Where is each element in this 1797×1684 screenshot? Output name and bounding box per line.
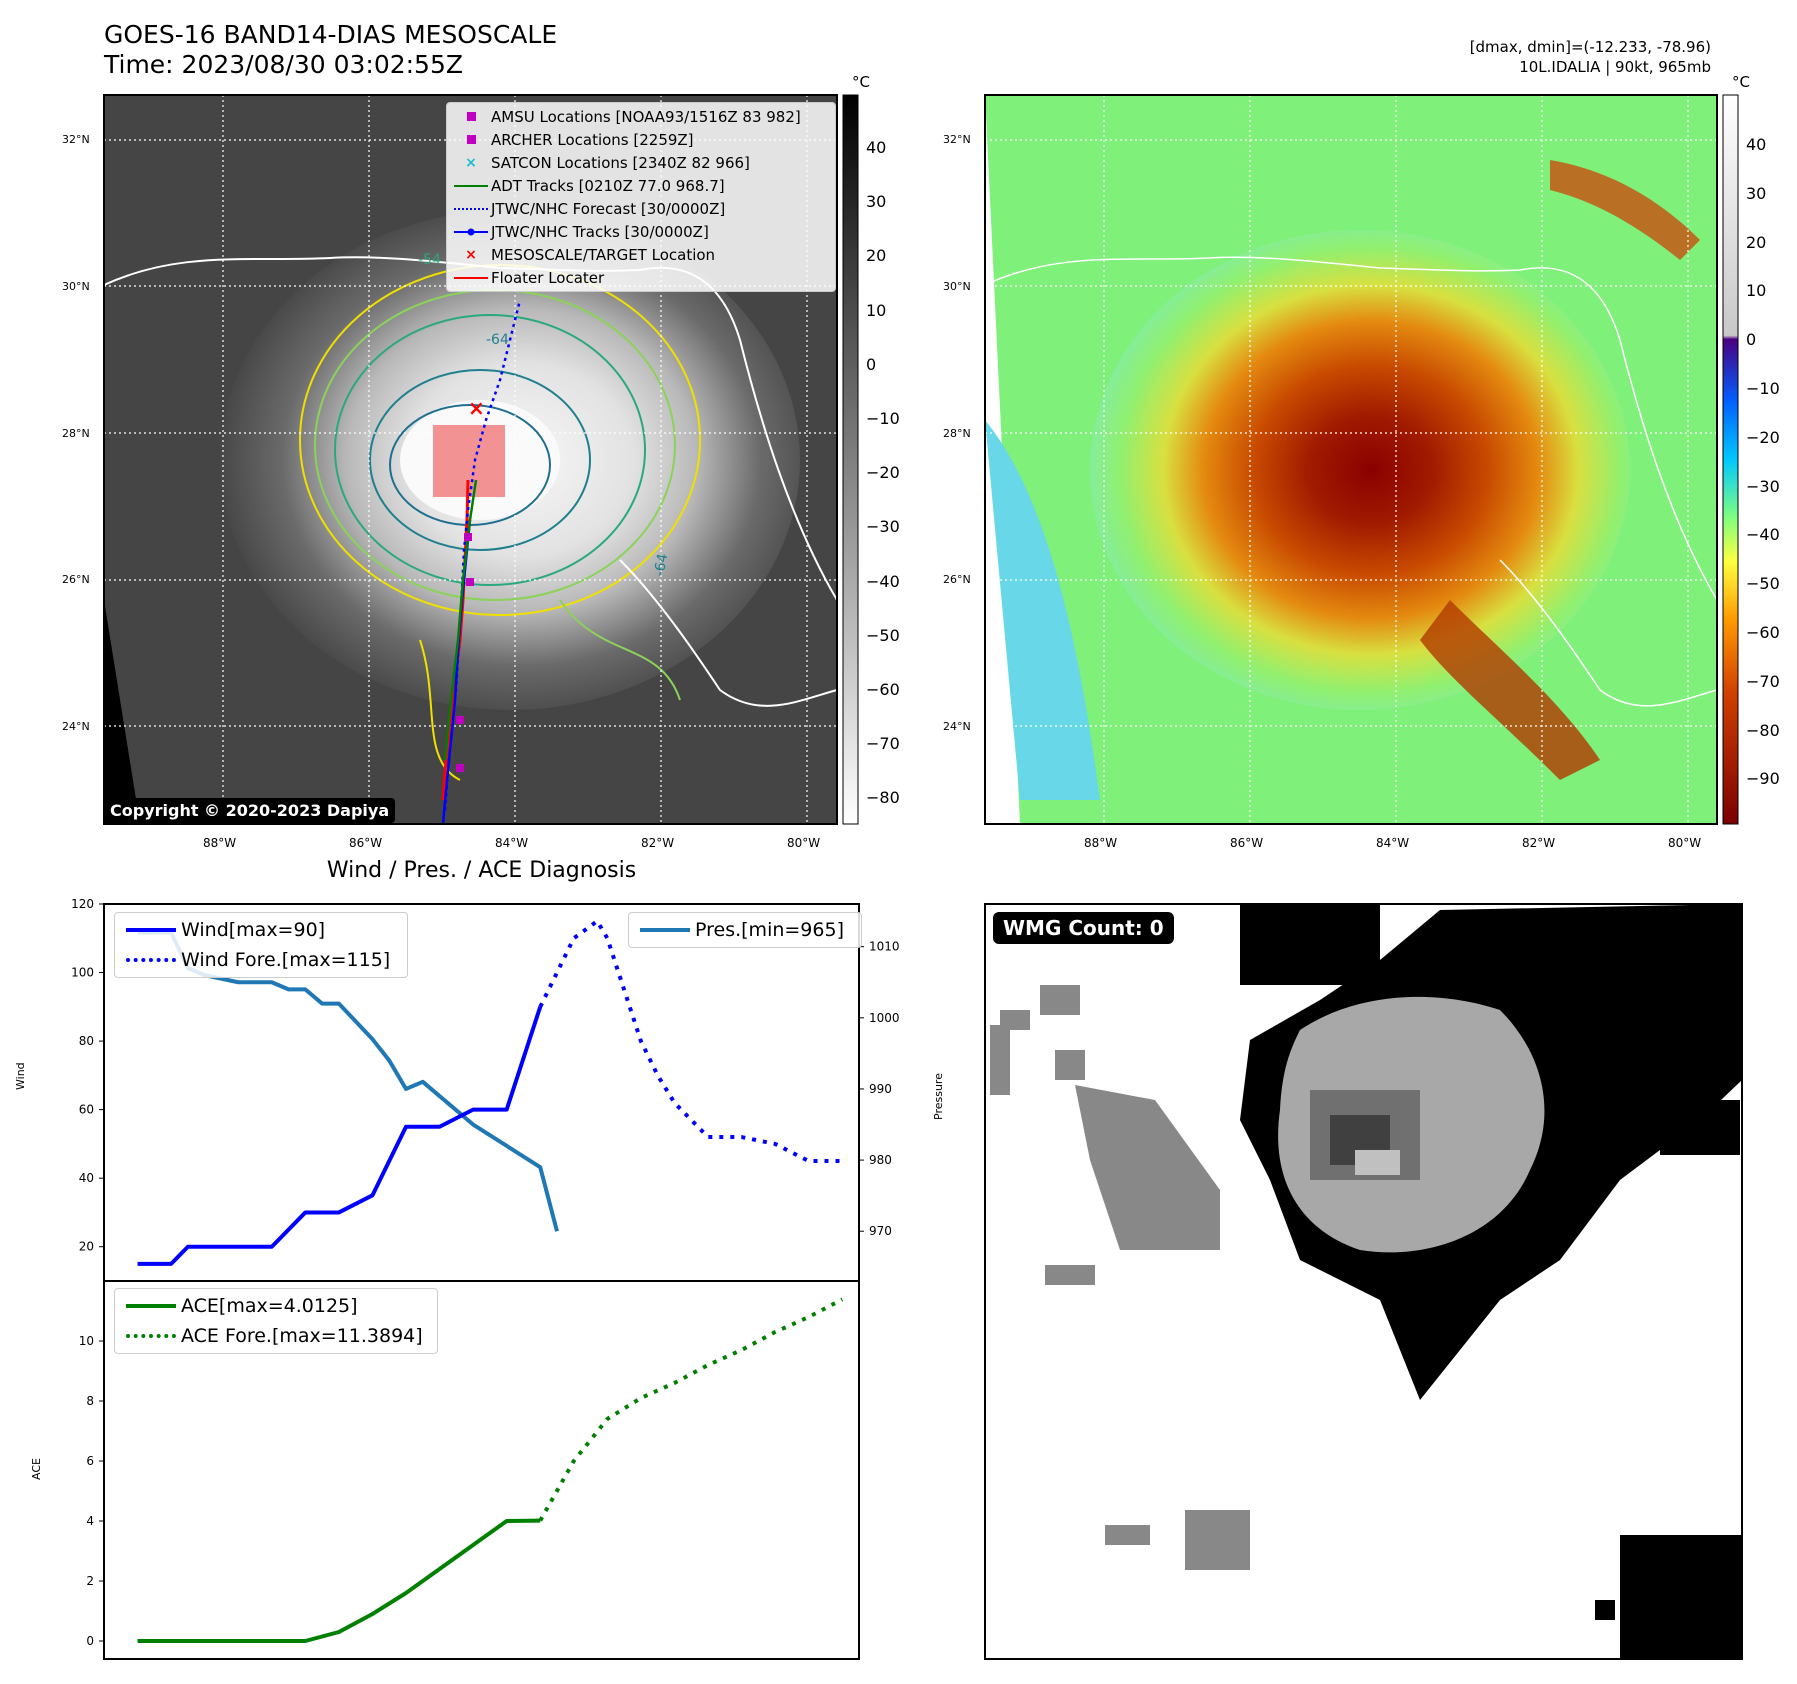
ace-tick-label: 10: [79, 1334, 94, 1348]
pressure-tick-label: 990: [869, 1082, 892, 1096]
wind-tick-label: 20: [79, 1240, 94, 1254]
pressure-tick-label: 1000: [869, 1011, 900, 1025]
storm-info: 10L.IDALIA | 90kt, 965mb: [1519, 58, 1711, 76]
pressure-tick-label: 980: [869, 1153, 892, 1167]
wind-tick-label: 60: [79, 1103, 94, 1117]
ace-tick-label: 0: [86, 1634, 94, 1648]
wind-series-line: [137, 1006, 543, 1266]
ace-tick-label: 2: [86, 1574, 94, 1588]
ace-tick-label: 4: [86, 1514, 94, 1528]
enhanced-map-panel: [984, 94, 1718, 825]
wind-tick-label: 120: [71, 897, 94, 911]
mesoscale-target-marker: ×: [468, 396, 485, 420]
wmg-panel: [984, 903, 1743, 1660]
wind-tick-label: 40: [79, 1171, 94, 1185]
ace-tick-label: 8: [86, 1394, 94, 1408]
chart-time: Time: 2023/08/30 03:02:55Z: [104, 50, 463, 79]
temperature-range: [dmax, dmin]=(-12.233, -78.96): [1469, 38, 1711, 56]
ir-map-panel: ×: [103, 94, 838, 825]
wind-tick-label: 80: [79, 1034, 94, 1048]
wind-forecast-series-line: [538, 919, 843, 1164]
enhanced-colorbar: [1722, 94, 1739, 825]
ace-tick-label: 6: [86, 1454, 94, 1468]
ir-colorbar: [842, 94, 859, 825]
pressure-tick-label: 1010: [869, 940, 900, 954]
wind-tick-label: 100: [71, 966, 94, 980]
ace-series-line: [137, 1518, 541, 1643]
diagnosis-chart-panel: 20 40 60 80 100 120 970 980 990 1000 1010 0 2 4 6 8 10: [71, 897, 900, 1660]
chart-title: GOES-16 BAND14-DIAS MESOSCALE: [104, 20, 558, 49]
pressure-tick-label: 970: [869, 1224, 892, 1238]
